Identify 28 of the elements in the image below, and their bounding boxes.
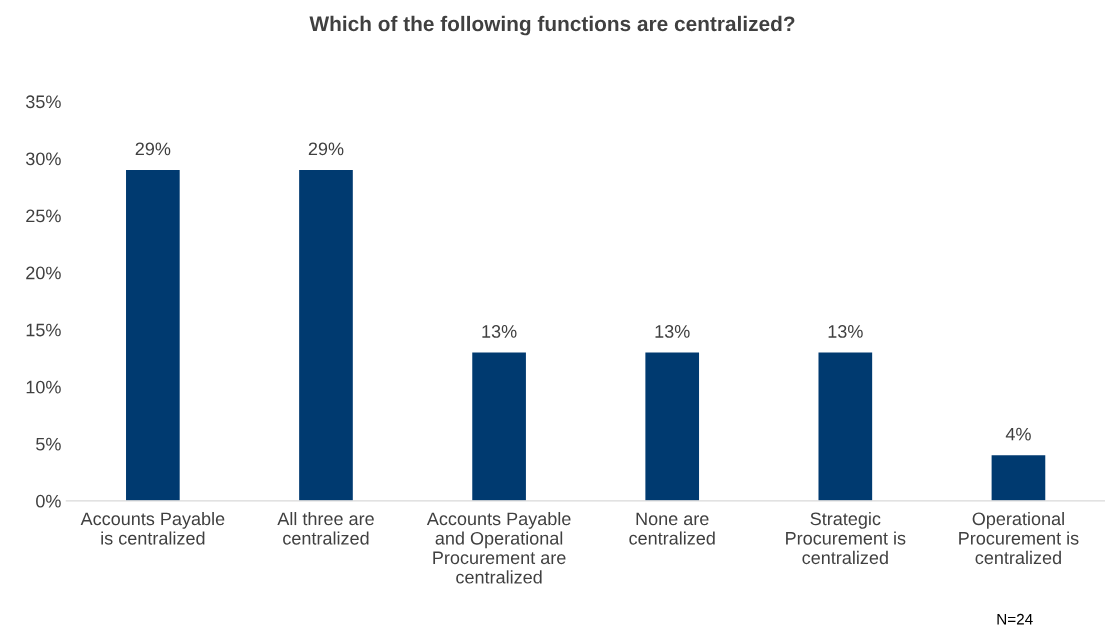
text: N=24 bbox=[997, 613, 1033, 625]
x-tick-label: All three are centralized bbox=[277, 511, 374, 545]
x-tick-label: Strategic Procurement is centralized bbox=[786, 511, 906, 565]
y-tick-label: 25% bbox=[26, 209, 61, 223]
y-tick-label: 15% bbox=[26, 323, 61, 337]
x-tick-label: Accounts Payable is centralized bbox=[80, 511, 225, 545]
y-tick-label: 35% bbox=[25, 95, 61, 109]
x-tick-label: Accounts Payable and Operational Procurement are centralized bbox=[426, 511, 571, 584]
y-tick-label: 30% bbox=[25, 152, 61, 166]
y-tick-label: 20% bbox=[26, 266, 61, 280]
y-tick-label: 0% bbox=[36, 494, 61, 508]
y-tick-label: 10% bbox=[26, 380, 61, 394]
data-label: 13% bbox=[828, 325, 863, 338]
data-label: 29% bbox=[135, 142, 171, 156]
data-label: 29% bbox=[308, 142, 344, 156]
bar bbox=[472, 352, 526, 501]
y-tick-label: 5% bbox=[36, 437, 61, 451]
bar bbox=[126, 169, 180, 501]
bar bbox=[645, 352, 700, 501]
data-label: 13% bbox=[482, 325, 517, 338]
x-tick-label: Operational Procurement is centralized bbox=[959, 511, 1079, 565]
x-tick-label: None are centralized bbox=[629, 512, 715, 545]
bar bbox=[818, 352, 873, 501]
data-label: 13% bbox=[655, 325, 690, 338]
data-label: 4% bbox=[1005, 427, 1031, 441]
bar bbox=[991, 455, 1046, 501]
bar bbox=[299, 169, 353, 501]
chart-title: Which of the following functions are centralized? bbox=[309, 15, 795, 36]
